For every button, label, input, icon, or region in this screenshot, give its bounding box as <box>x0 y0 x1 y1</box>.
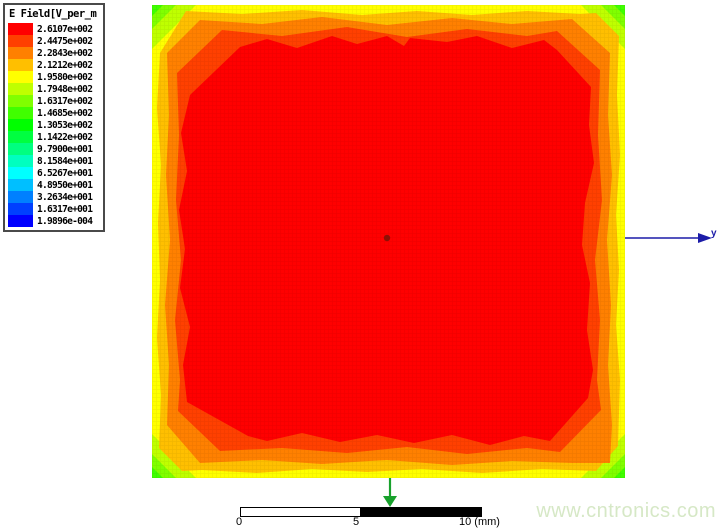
y-axis-arrow: y <box>625 228 717 243</box>
legend-entry: 4.8950e+001 <box>8 179 101 191</box>
legend-color-swatch <box>8 47 33 59</box>
watermark-text: www.cntronics.com <box>536 500 716 522</box>
legend-entry: 1.4685e+002 <box>8 107 101 119</box>
field-plot-canvas[interactable] <box>152 5 625 478</box>
legend-color-swatch <box>8 59 33 71</box>
legend-value: 1.1422e+002 <box>37 131 93 143</box>
legend-entry: 3.2634e+001 <box>8 191 101 203</box>
legend-color-swatch <box>8 119 33 131</box>
scale-bar <box>240 507 482 517</box>
legend-entry: 1.6317e+002 <box>8 95 101 107</box>
legend-color-swatch <box>8 83 33 95</box>
legend-title: E Field[V_per_m <box>9 8 97 20</box>
feed-marker-arrow <box>383 478 397 507</box>
legend-entry: 2.4475e+002 <box>8 35 101 47</box>
legend-value: 8.1584e+001 <box>37 155 93 167</box>
legend-entry: 1.9580e+002 <box>8 71 101 83</box>
legend-color-swatch <box>8 143 33 155</box>
legend-value: 1.7948e+002 <box>37 83 93 95</box>
legend-color-swatch <box>8 203 33 215</box>
legend-value: 2.6107e+002 <box>37 23 93 35</box>
legend-value: 1.3053e+002 <box>37 119 93 131</box>
legend-entry: 1.6317e+001 <box>8 203 101 215</box>
scale-bar-segment-black <box>361 508 481 516</box>
legend-color-swatch <box>8 179 33 191</box>
legend-value: 2.4475e+002 <box>37 35 93 47</box>
legend-value: 2.1212e+002 <box>37 59 93 71</box>
mesh-overlay <box>152 5 625 478</box>
legend-value: 1.9896e-004 <box>37 215 93 227</box>
scale-label-10: 10 (mm) <box>459 516 500 528</box>
legend-value: 1.6317e+002 <box>37 95 93 107</box>
legend-color-swatch <box>8 107 33 119</box>
legend-color-swatch <box>8 191 33 203</box>
field-legend: E Field[V_per_m 2.6107e+002 2.4475e+002 … <box>3 3 105 232</box>
legend-color-swatch <box>8 155 33 167</box>
y-axis-label: y <box>711 228 717 239</box>
legend-color-swatch <box>8 95 33 107</box>
legend-value: 4.8950e+001 <box>37 179 93 191</box>
legend-color-swatch <box>8 167 33 179</box>
legend-entry: 6.5267e+001 <box>8 167 101 179</box>
legend-color-swatch <box>8 71 33 83</box>
legend-value: 3.2634e+001 <box>37 191 93 203</box>
legend-value: 1.4685e+002 <box>37 107 93 119</box>
legend-color-swatch <box>8 131 33 143</box>
legend-color-swatch <box>8 23 33 35</box>
scale-label-5: 5 <box>353 516 360 528</box>
legend-value: 9.7900e+001 <box>37 143 93 155</box>
legend-entry: 2.2843e+002 <box>8 47 101 59</box>
origin-marker-dot <box>383 234 391 242</box>
legend-entry: 2.1212e+002 <box>8 59 101 71</box>
y-axis-arrowhead-icon <box>698 233 712 243</box>
legend-entry: 9.7900e+001 <box>8 143 101 155</box>
scale-bar-segment-white <box>241 508 361 516</box>
legend-value: 2.2843e+002 <box>37 47 93 59</box>
legend-entry: 1.1422e+002 <box>8 131 101 143</box>
feed-arrowhead-icon <box>383 496 397 507</box>
legend-entry: 1.3053e+002 <box>8 119 101 131</box>
scale-label-0: 0 <box>236 516 243 528</box>
legend-value: 1.9580e+002 <box>37 71 93 83</box>
legend-value: 1.6317e+001 <box>37 203 93 215</box>
legend-color-swatch <box>8 215 33 227</box>
legend-entry: 1.9896e-004 <box>8 215 101 227</box>
legend-entry: 2.6107e+002 <box>8 23 101 35</box>
legend-entry: 1.7948e+002 <box>8 83 101 95</box>
legend-entry: 8.1584e+001 <box>8 155 101 167</box>
legend-value: 6.5267e+001 <box>37 167 93 179</box>
legend-color-swatch <box>8 35 33 47</box>
